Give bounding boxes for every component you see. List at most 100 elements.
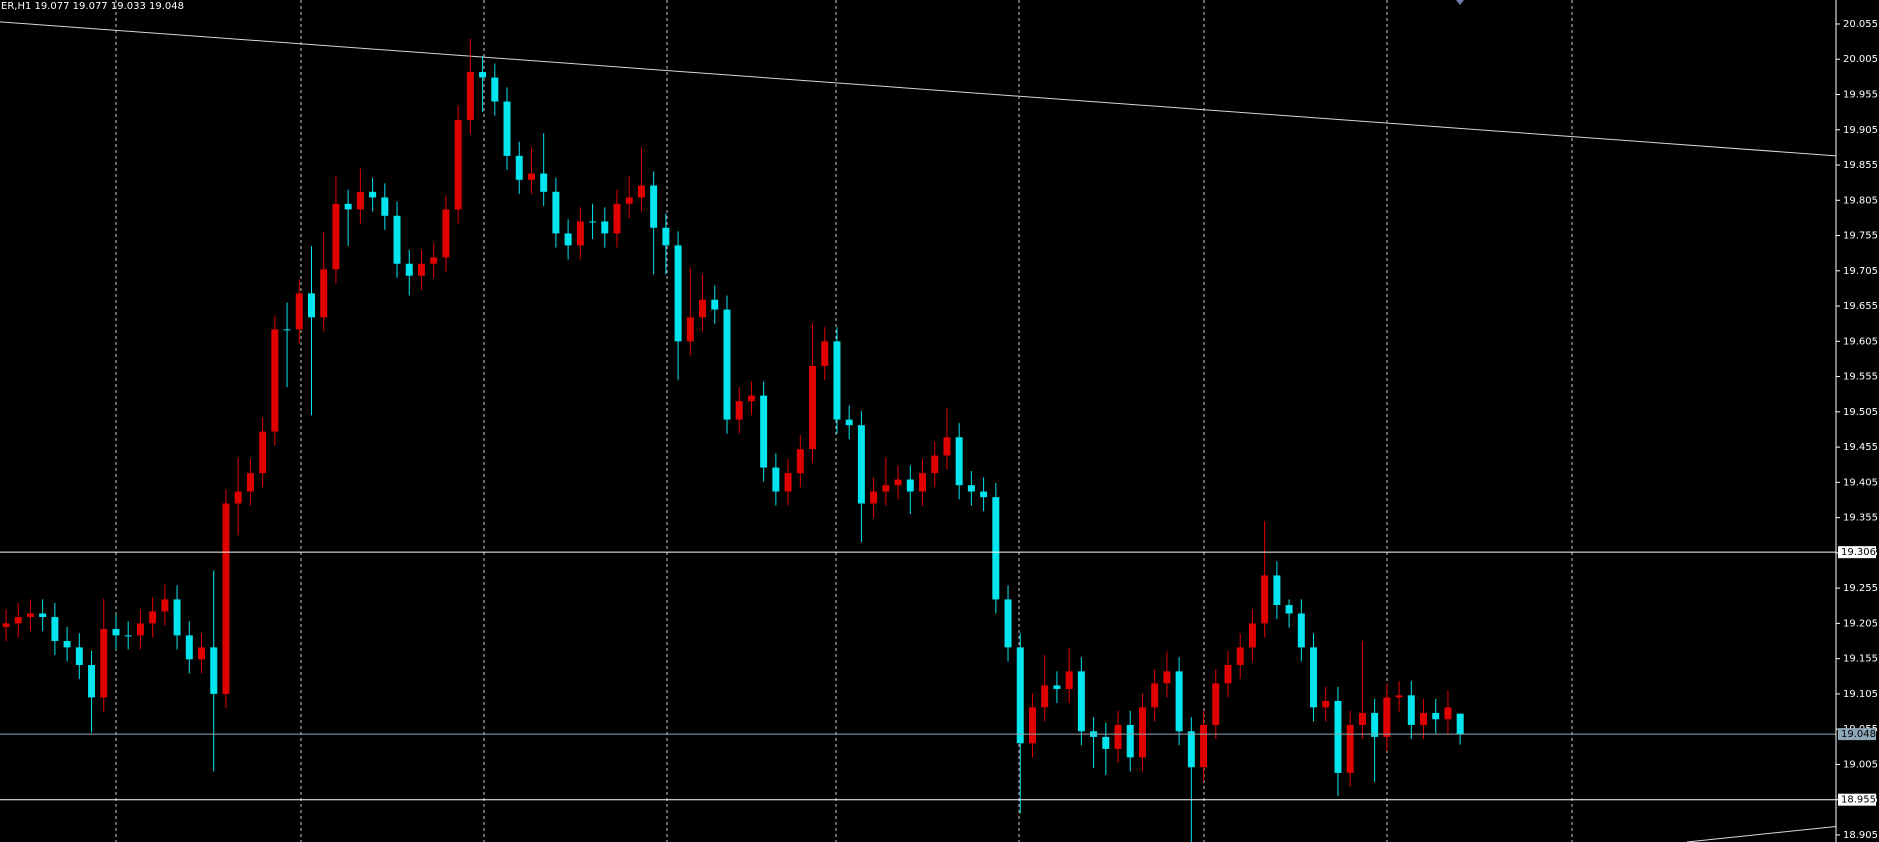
- candle-body: [491, 77, 499, 102]
- candle-body: [381, 197, 389, 216]
- candle-body: [308, 293, 315, 318]
- candle-body: [1163, 671, 1171, 684]
- y-tick-label: 19.455: [1843, 442, 1878, 453]
- candle-body: [100, 629, 108, 698]
- candle-body: [1285, 605, 1293, 614]
- candle-body: [723, 309, 731, 420]
- candle-body: [1395, 695, 1403, 698]
- candle-body: [356, 191, 364, 210]
- candle-body: [161, 599, 169, 612]
- y-tick-label: 19.605: [1843, 336, 1878, 347]
- candle-body: [1065, 671, 1073, 689]
- candle-body: [796, 449, 804, 474]
- y-tick-label: 19.355: [1843, 513, 1878, 524]
- candle-body: [1200, 724, 1208, 768]
- y-tick-label: 19.755: [1843, 231, 1878, 242]
- candle-body: [564, 233, 572, 246]
- candle-body: [833, 341, 841, 420]
- candle-body: [234, 491, 242, 504]
- candle-body: [185, 635, 193, 660]
- candle-body: [576, 221, 584, 246]
- candle-body: [650, 185, 658, 228]
- candle-body: [540, 173, 548, 192]
- candle-body: [1175, 671, 1183, 732]
- candle-body: [1358, 712, 1366, 725]
- candle-body: [625, 197, 633, 204]
- candle-body: [1138, 707, 1146, 758]
- candle-body: [906, 479, 914, 492]
- y-tick-label: 19.655: [1843, 301, 1878, 312]
- candle-body: [1212, 683, 1220, 725]
- candle-body: [1248, 623, 1256, 648]
- candle-body: [503, 101, 511, 156]
- candle-body: [295, 293, 303, 330]
- candle-body: [760, 395, 768, 468]
- marker: [1456, 0, 1464, 5]
- candle-body: [515, 155, 523, 180]
- price-label: 18.955: [1841, 795, 1876, 806]
- candle-body: [1187, 731, 1195, 768]
- trendline: [0, 21, 1837, 157]
- candle-body: [1224, 664, 1232, 684]
- candle-body: [259, 431, 267, 474]
- y-tick-label: 18.905: [1843, 830, 1878, 841]
- candle-body: [931, 455, 939, 474]
- candle-body: [674, 245, 682, 342]
- candle-body: [1028, 707, 1036, 744]
- candles: [0, 21, 1837, 842]
- candle-body: [222, 503, 230, 694]
- candle-body: [845, 419, 853, 426]
- candle-body: [711, 299, 719, 310]
- y-tick-label: 19.205: [1843, 618, 1878, 629]
- candle-body: [14, 617, 22, 624]
- candle-body: [479, 71, 487, 78]
- candle-body: [442, 209, 450, 258]
- candle-body: [1310, 647, 1318, 708]
- candle-body: [1383, 697, 1391, 737]
- candle-body: [589, 221, 597, 223]
- candle-body: [2, 623, 10, 627]
- candle-body: [870, 491, 878, 504]
- candle-body: [1261, 575, 1269, 624]
- candle-body: [992, 497, 1000, 600]
- candle-body: [637, 185, 645, 198]
- y-tick-label: 19.905: [1843, 125, 1878, 136]
- candle-body: [1077, 671, 1085, 732]
- candle-body: [784, 473, 792, 492]
- candle-body: [1053, 685, 1061, 689]
- price-label-box: [1838, 728, 1876, 741]
- candle-body: [809, 365, 817, 450]
- candle-body: [1334, 700, 1342, 773]
- candle-body: [1041, 685, 1049, 708]
- price-label-box: [1838, 546, 1876, 559]
- candle-body: [894, 479, 902, 486]
- candle-body: [88, 664, 96, 698]
- candle-body: [662, 227, 670, 246]
- candle-body: [320, 269, 328, 318]
- price-axis: 18.90518.95519.00519.05519.10519.15519.2…: [1835, 0, 1878, 842]
- y-tick-label: 19.955: [1843, 89, 1878, 100]
- candle-body: [686, 317, 694, 342]
- candle-body: [552, 191, 560, 234]
- price-label-box: [1838, 793, 1876, 806]
- candle-body: [980, 491, 988, 498]
- candle-body: [1151, 683, 1159, 708]
- candle-body: [747, 395, 755, 402]
- candle-body: [1297, 613, 1305, 648]
- candle-body: [1407, 695, 1415, 725]
- candle-body: [1126, 724, 1134, 758]
- candle-body: [1114, 724, 1122, 749]
- candle-body: [1273, 575, 1281, 606]
- candle-body: [112, 629, 120, 636]
- candle-body: [601, 221, 609, 234]
- candle-body: [369, 191, 377, 198]
- candle-body: [149, 611, 157, 624]
- candle-body: [1004, 599, 1012, 648]
- candle-body: [1236, 647, 1244, 665]
- candle-body: [967, 485, 975, 492]
- y-tick-label: 19.505: [1843, 407, 1878, 418]
- y-tick-label: 19.805: [1843, 195, 1878, 206]
- candle-body: [772, 467, 780, 492]
